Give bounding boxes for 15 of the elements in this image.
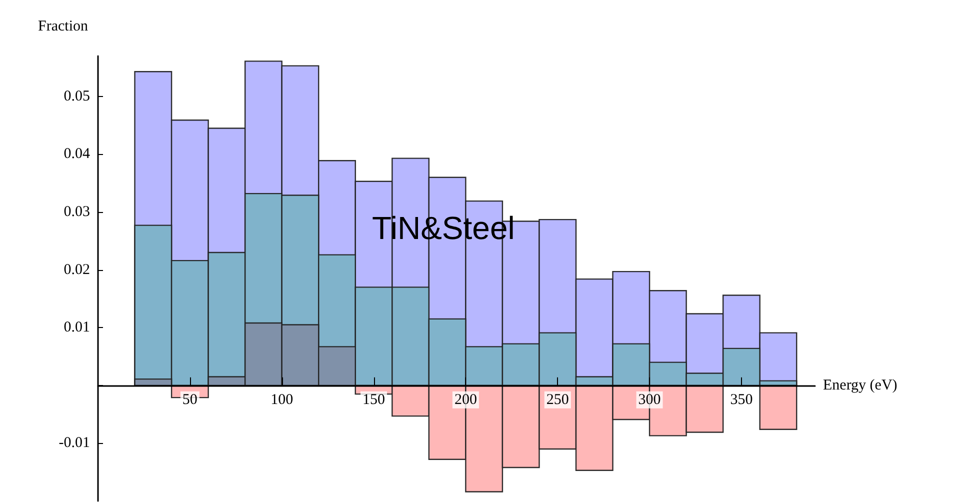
x-tick-label: 350	[730, 392, 753, 408]
x-tick-label: 300	[638, 392, 661, 408]
x-tick-label: 250	[546, 392, 569, 408]
x-tick-label: 200	[454, 392, 477, 408]
y-tick-label: -0.01	[58, 435, 90, 452]
x-tick-label: 150	[362, 392, 386, 408]
x-axis-title: Energy (eV)	[823, 377, 898, 394]
y-tick-label: 0.01	[64, 320, 90, 336]
y-tick-label: 0.02	[64, 262, 90, 278]
x-tick-label: 50	[182, 392, 198, 408]
y-tick-label: 0.03	[64, 204, 90, 220]
y-tick-label: 0.04	[64, 146, 90, 162]
x-tick-label: 100	[270, 392, 294, 408]
y-axis-title: Fraction	[38, 18, 88, 34]
y-tick-label: 0.05	[64, 88, 90, 104]
